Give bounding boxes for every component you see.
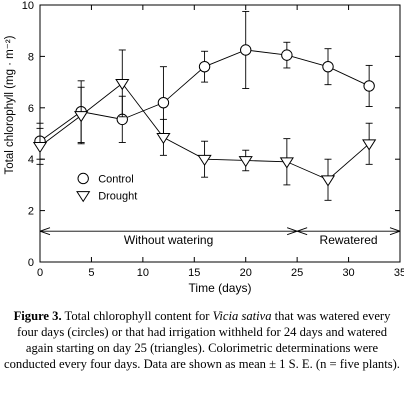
without-watering-label: Without watering [124,233,213,247]
series-drought [32,49,377,201]
series-area [32,10,377,201]
data-point [238,156,253,168]
y-axis: 0 2 4 6 8 10 [22,0,400,269]
caption-text-2: that was watered every four days (circle… [4,309,400,371]
data-point [362,139,377,151]
figure-label: Figure 3. [13,309,62,323]
x-tick-label: 5 [88,267,94,279]
legend-marker [76,191,91,203]
arrowhead-left [39,227,51,236]
data-point [74,111,89,123]
figure-caption: Figure 3. Total chlorophyll content for … [4,308,400,372]
arrowhead-right [389,227,401,236]
data-point [279,157,294,169]
data-point [198,60,211,73]
x-tick-label: 30 [342,267,354,279]
x-axis: 0 5 10 15 20 25 30 35 [37,5,404,279]
legend: Control Drought [76,172,137,203]
legend-marker [77,172,89,185]
caption-text-1: Total chlorophyll content for [61,309,213,323]
series-control [34,10,375,160]
y-tick-label: 0 [28,257,34,269]
y-tick-label: 6 [28,103,34,115]
x-tick-label: 20 [240,267,252,279]
y-tick-label: 10 [22,0,34,12]
plot-frame [39,4,401,263]
x-axis-label: Time (days) [189,281,252,295]
rewatered-label: Rewatered [320,233,378,247]
y-axis-label: Total chlorophyll (mg · m⁻²) [4,35,16,174]
y-tick-label: 8 [28,51,34,63]
x-tick-label: 10 [137,267,149,279]
legend-label: Control [98,173,133,185]
legend-label: Drought [98,190,137,202]
data-point [240,44,252,56]
x-tick-label: 25 [291,267,303,279]
y-tick-label: 2 [28,206,34,218]
data-point [32,142,48,154]
species-name: Vicia sativa [212,309,272,323]
data-point [156,133,171,145]
data-point [115,79,130,91]
watering-annotation: Without watering Rewatered [39,227,401,247]
x-tick-label: 0 [37,267,43,279]
arrowhead-split-right [296,227,308,236]
data-point [320,175,336,187]
chlorophyll-chart: 0 2 4 6 8 10 0 5 10 15 20 25 30 35 Total chlorophyll… [4,0,404,295]
arrowhead-split-left [286,227,298,236]
data-point [363,80,375,92]
x-tick-label: 15 [188,267,200,279]
data-point [322,60,334,73]
data-point [197,154,212,167]
data-point [157,96,170,109]
y-tick-label: 4 [28,154,34,166]
data-point [281,49,293,61]
x-tick-label: 35 [394,267,404,279]
plot-frame-rect [39,4,401,263]
